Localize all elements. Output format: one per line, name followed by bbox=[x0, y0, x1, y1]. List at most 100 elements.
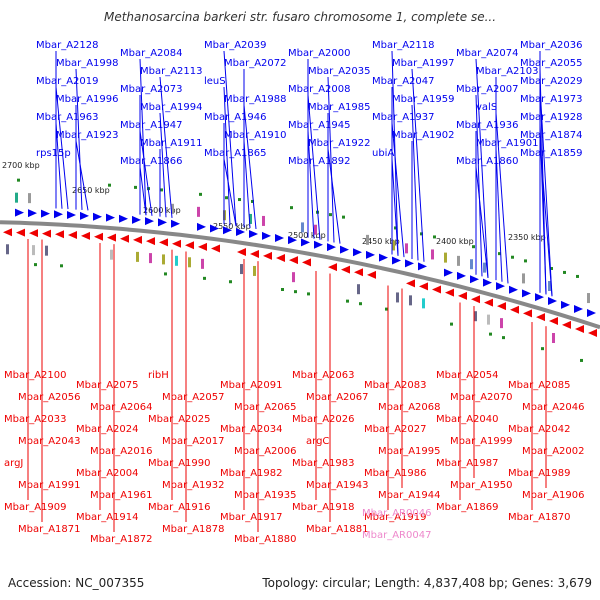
forward-gene-arrow bbox=[197, 222, 206, 231]
forward-gene-arrow bbox=[145, 217, 154, 226]
reverse-gene-arrow bbox=[562, 320, 571, 329]
reverse-gene-label: Mbar_A1916 bbox=[148, 502, 211, 513]
feature-color-bar bbox=[444, 252, 447, 263]
reverse-gene-label: Mbar_A2056 bbox=[18, 392, 81, 403]
forward-gene-label: Mbar_A1959 bbox=[392, 94, 455, 105]
reverse-gene-arrow bbox=[29, 229, 38, 238]
feature-color-bar bbox=[149, 253, 152, 264]
reverse-gene-arrow bbox=[419, 282, 428, 291]
forward-gene-label: Mbar_A1994 bbox=[140, 102, 203, 113]
forward-gene-label: Mbar_A1988 bbox=[224, 94, 287, 105]
reverse-gene-arrow bbox=[432, 285, 441, 294]
scale-label: 2450 kbp bbox=[362, 237, 400, 246]
gc-tick bbox=[433, 235, 436, 239]
reverse-gene-label: Mbar_A2091 bbox=[220, 380, 283, 391]
gc-tick bbox=[329, 213, 332, 217]
reverse-gene-label: Mbar_A1871 bbox=[18, 524, 81, 535]
forward-gene-arrow bbox=[54, 210, 63, 219]
forward-gene-arrow bbox=[119, 214, 128, 223]
feature-color-bar bbox=[587, 293, 590, 304]
forward-leader-line bbox=[307, 94, 321, 240]
reverse-gene-label: Mbar_A1909 bbox=[4, 502, 67, 513]
reverse-gene-label: Mbar_A2054 bbox=[436, 370, 499, 381]
forward-leader-line bbox=[243, 104, 257, 230]
feature-color-bar bbox=[396, 292, 399, 303]
gc-tick bbox=[199, 192, 202, 196]
reverse-gene-arrow bbox=[172, 239, 181, 248]
reverse-gene-label: Mbar_A2064 bbox=[90, 402, 153, 413]
forward-gene-label: Mbar_A2039 bbox=[204, 40, 267, 51]
feature-color-bar bbox=[474, 311, 477, 322]
feature-color-bar bbox=[314, 224, 317, 235]
reverse-gene-label: Mbar_A2046 bbox=[522, 402, 585, 413]
forward-leader-line bbox=[139, 166, 147, 216]
gc-tick bbox=[294, 290, 297, 294]
gc-tick bbox=[108, 183, 111, 187]
reverse-gene-label: Mbar_A2006 bbox=[234, 446, 297, 457]
feature-color-bar bbox=[171, 203, 174, 214]
reverse-gene-arrow bbox=[367, 270, 376, 279]
gc-tick bbox=[60, 264, 63, 268]
gc-tick bbox=[290, 206, 293, 210]
forward-gene-arrow bbox=[535, 293, 544, 302]
forward-gene-arrow bbox=[444, 268, 453, 277]
reverse-gene-label: Mbar_A2002 bbox=[522, 446, 585, 457]
reverse-gene-arrow bbox=[55, 230, 64, 239]
scale-label: 2600 kbp bbox=[143, 206, 181, 215]
forward-leader-line bbox=[223, 86, 231, 226]
gc-tick bbox=[498, 252, 501, 256]
feature-color-bar bbox=[110, 249, 113, 260]
forward-leader-line bbox=[75, 140, 89, 211]
forward-gene-arrow bbox=[223, 226, 232, 235]
forward-leader-line bbox=[75, 68, 83, 210]
reverse-gene-label: Mbar_A2083 bbox=[364, 380, 427, 391]
forward-gene-label: Mbar_A1892 bbox=[288, 156, 351, 167]
forward-gene-arrow bbox=[509, 285, 518, 294]
reverse-gene-arrow bbox=[536, 313, 545, 322]
forward-gene-label: Mbar_A2008 bbox=[288, 84, 351, 95]
forward-gene-label: Mbar_A1910 bbox=[224, 130, 287, 141]
forward-leader-line bbox=[475, 166, 489, 279]
forward-gene-label: Mbar_A2047 bbox=[372, 76, 435, 87]
scale-label: 2700 kbp bbox=[2, 161, 40, 170]
forward-gene-label: Mbar_A2007 bbox=[456, 84, 519, 95]
reverse-gene-label: Mbar_A2070 bbox=[450, 392, 513, 403]
reverse-gene-arrow bbox=[146, 237, 155, 246]
reverse-gene-label: Mbar_A2065 bbox=[234, 402, 297, 413]
forward-gene-arrow bbox=[158, 218, 167, 227]
reverse-gene-arrow bbox=[211, 244, 220, 253]
gc-tick bbox=[450, 322, 453, 326]
reverse-gene-label: Mbar_A1918 bbox=[292, 502, 355, 513]
gc-tick bbox=[385, 307, 388, 311]
scale-label: 2400 kbp bbox=[436, 237, 474, 246]
forward-gene-arrow bbox=[522, 289, 531, 298]
forward-gene-label: Mbar_A1997 bbox=[392, 58, 455, 69]
reverse-gene-arrow bbox=[42, 229, 51, 238]
forward-leader-line bbox=[139, 58, 147, 216]
reverse-gene-arrow bbox=[250, 249, 259, 258]
forward-gene-arrow bbox=[236, 228, 245, 237]
gc-tick bbox=[229, 280, 232, 284]
reverse-gene-arrow bbox=[302, 258, 311, 267]
forward-gene-label: Mbar_A1865 bbox=[204, 148, 267, 159]
forward-gene-label: Mbar_A1866 bbox=[120, 156, 183, 167]
forward-leader-line bbox=[243, 140, 251, 229]
forward-gene-label: Mbar_A2113 bbox=[140, 66, 203, 77]
feature-color-bar bbox=[188, 257, 191, 268]
forward-gene-label: Mbar_A1947 bbox=[120, 120, 183, 131]
forward-gene-arrow bbox=[301, 238, 310, 247]
feature-color-bar bbox=[405, 243, 408, 254]
forward-leader-line bbox=[495, 112, 509, 284]
forward-gene-arrow bbox=[470, 275, 479, 284]
feature-color-bar bbox=[249, 213, 252, 224]
feature-color-bar bbox=[197, 206, 200, 217]
feature-color-bar bbox=[431, 249, 434, 260]
feature-color-bar bbox=[422, 298, 425, 309]
forward-gene-label: Mbar_A2019 bbox=[36, 76, 99, 87]
forward-gene-arrow bbox=[80, 211, 89, 220]
forward-gene-label: Mbar_A1911 bbox=[140, 138, 203, 149]
gc-tick bbox=[34, 263, 37, 267]
reverse-gene-arrow bbox=[94, 232, 103, 241]
gc-tick bbox=[346, 299, 349, 303]
reverse-gene-label: Mbar_A2043 bbox=[18, 436, 81, 447]
